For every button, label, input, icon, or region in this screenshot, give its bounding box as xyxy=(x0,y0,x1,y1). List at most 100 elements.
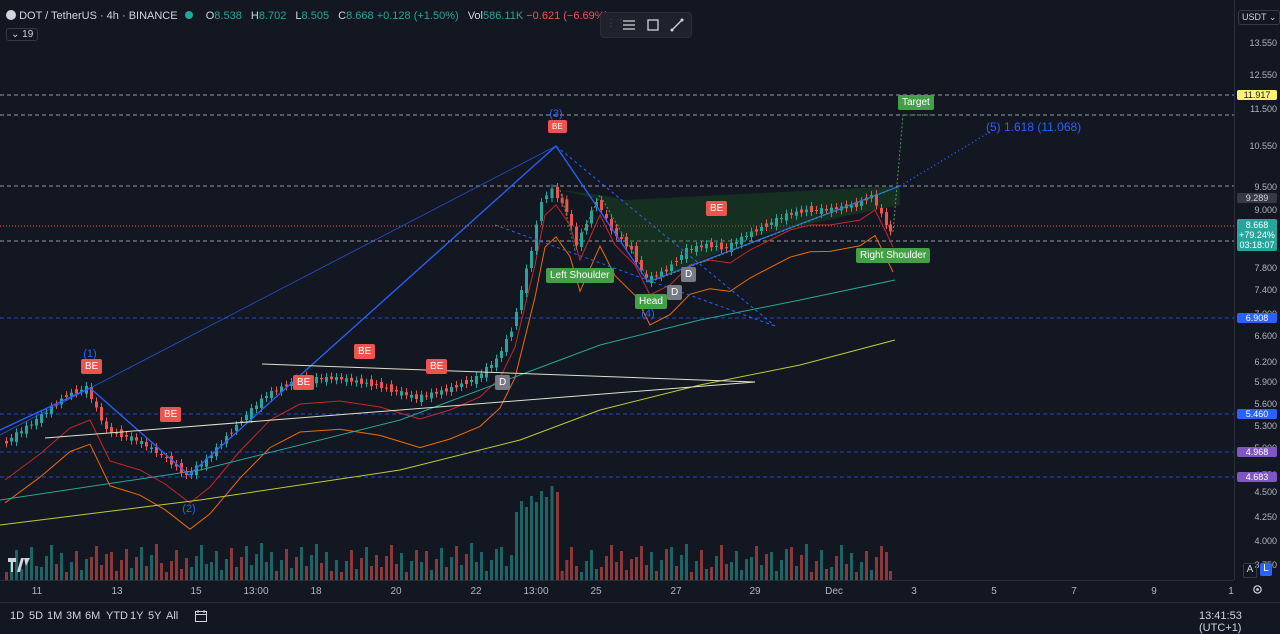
candle-body xyxy=(490,365,493,368)
candle-body xyxy=(710,242,713,248)
candle-body xyxy=(880,208,883,214)
log-scale-button[interactable]: L xyxy=(1260,563,1272,576)
clock-timezone[interactable]: 13:41:53 (UTC+1) xyxy=(1199,610,1242,634)
candle-body xyxy=(320,378,323,380)
volume-bar xyxy=(800,555,803,580)
candle-body xyxy=(120,429,123,437)
volume-bar xyxy=(500,547,503,580)
volume-bar xyxy=(845,564,848,580)
candle-body xyxy=(695,246,698,252)
d-marker[interactable]: D xyxy=(681,267,697,282)
wave-label-1[interactable]: (1) xyxy=(83,348,97,360)
candle-body xyxy=(720,242,723,250)
price-chart[interactable] xyxy=(0,0,1234,580)
trend-line-icon[interactable] xyxy=(669,17,685,33)
candle-body xyxy=(755,229,758,232)
indicators-toggle[interactable]: ⌄ 19 xyxy=(6,28,39,41)
be-marker[interactable]: BE xyxy=(81,359,103,374)
candle-body xyxy=(610,219,613,231)
volume-bar xyxy=(660,560,663,580)
currency-selector[interactable]: USDT ⌄ xyxy=(1238,10,1280,25)
volume-bar xyxy=(255,554,258,580)
date-range-icon[interactable] xyxy=(194,609,208,623)
be-marker[interactable]: BE xyxy=(160,407,182,422)
tradingview-logo-icon[interactable] xyxy=(8,558,30,572)
volume-bar xyxy=(310,555,313,580)
d-marker[interactable]: D xyxy=(667,285,683,300)
volume-bar xyxy=(240,557,243,580)
be-marker[interactable]: BE xyxy=(706,201,728,216)
volume-bar xyxy=(300,547,303,580)
candle-body xyxy=(130,436,133,441)
candle-body xyxy=(730,242,733,252)
time-scale[interactable]: 11 13 15 13:00 18 20 22 13:00 25 27 29 Dec 3 5 7 9 1 xyxy=(0,580,1234,603)
volume-bar xyxy=(875,557,878,580)
target-label[interactable]: Target xyxy=(898,95,934,110)
range-button-1y[interactable]: 1Y xyxy=(130,610,144,622)
chart-area[interactable]: DOT / TetherUS · 4h · BINANCE O8.538 H8.… xyxy=(0,0,1234,580)
volume-bar xyxy=(685,544,688,580)
settings-gear-icon[interactable] xyxy=(1252,584,1263,595)
volume-bar xyxy=(855,572,858,580)
candle-body xyxy=(135,437,138,441)
wave-label-3[interactable]: (3) xyxy=(549,108,563,120)
range-button-3m[interactable]: 3M xyxy=(66,610,82,622)
be-marker[interactable]: BE xyxy=(426,359,448,374)
fib-extension-label[interactable]: (5) 1.618 (11.068) xyxy=(986,120,1082,134)
range-button-6m[interactable]: 6M xyxy=(85,610,101,622)
symbol-title[interactable]: DOT / TetherUS · 4h · BINANCE xyxy=(19,10,178,22)
drag-handle-icon[interactable]: ⋮⋮ xyxy=(606,18,626,29)
candle-body xyxy=(640,260,643,270)
range-button-5y[interactable]: 5Y xyxy=(148,610,162,622)
candle-body xyxy=(330,376,333,380)
price-tick-label: 12.550 xyxy=(1249,70,1277,80)
right-shoulder-label[interactable]: Right Shoulder xyxy=(856,248,931,263)
candle-body xyxy=(480,373,483,378)
rectangle-tool-icon[interactable] xyxy=(645,17,661,33)
left-shoulder-label[interactable]: Left Shoulder xyxy=(546,268,614,283)
line-style-icon[interactable] xyxy=(621,17,637,33)
candle-body xyxy=(515,312,518,326)
head-label[interactable]: Head xyxy=(635,294,667,309)
range-button-1m[interactable]: 1M xyxy=(47,610,63,622)
volume-bar xyxy=(350,550,353,580)
candle-body xyxy=(280,386,283,392)
be-marker[interactable]: BE xyxy=(354,344,376,359)
time-tick-label: 3 xyxy=(911,586,917,597)
volume-bar xyxy=(665,549,668,580)
be-marker[interactable]: BE xyxy=(293,375,315,390)
auto-scale-button[interactable]: A xyxy=(1243,563,1257,578)
candle-body xyxy=(230,432,233,434)
candle-body xyxy=(270,391,273,398)
candle-body xyxy=(625,237,628,247)
d-marker[interactable]: D xyxy=(495,375,511,390)
volume-bar xyxy=(25,558,28,580)
time-tick-label: 1 xyxy=(1228,586,1234,597)
range-button-5d[interactable]: 5D xyxy=(29,610,44,622)
candle-body xyxy=(590,210,593,224)
volume-bar xyxy=(615,562,618,580)
time-tick-label: 13:00 xyxy=(523,586,549,597)
wave-label-4[interactable]: (4) xyxy=(641,308,655,320)
range-button-all[interactable]: All xyxy=(166,610,179,622)
price-scale[interactable]: USDT ⌄ 13.550 12.550 11.500 10.550 9.500 9.00… xyxy=(1234,0,1280,580)
volume-bar xyxy=(525,507,528,580)
volume-bar xyxy=(760,565,763,580)
be-marker[interactable]: BE xyxy=(548,120,567,133)
candle-body xyxy=(470,380,473,382)
range-button-1d[interactable]: 1D xyxy=(10,610,25,622)
volume-bar xyxy=(640,546,643,580)
volume-bar xyxy=(185,558,188,580)
volume-bar xyxy=(550,486,554,580)
candle-body xyxy=(520,290,523,310)
triangle-line xyxy=(44,381,756,439)
volume-bar xyxy=(710,567,713,580)
volume-bar xyxy=(75,551,78,580)
range-button-ytd[interactable]: YTD xyxy=(106,610,128,622)
volume-bar xyxy=(585,561,588,580)
volume-bar xyxy=(785,549,788,580)
candle-body xyxy=(175,464,178,467)
volume-bar xyxy=(635,557,638,580)
wave-label-2[interactable]: (2) xyxy=(182,503,196,515)
time-tick-label: 9 xyxy=(1151,586,1157,597)
